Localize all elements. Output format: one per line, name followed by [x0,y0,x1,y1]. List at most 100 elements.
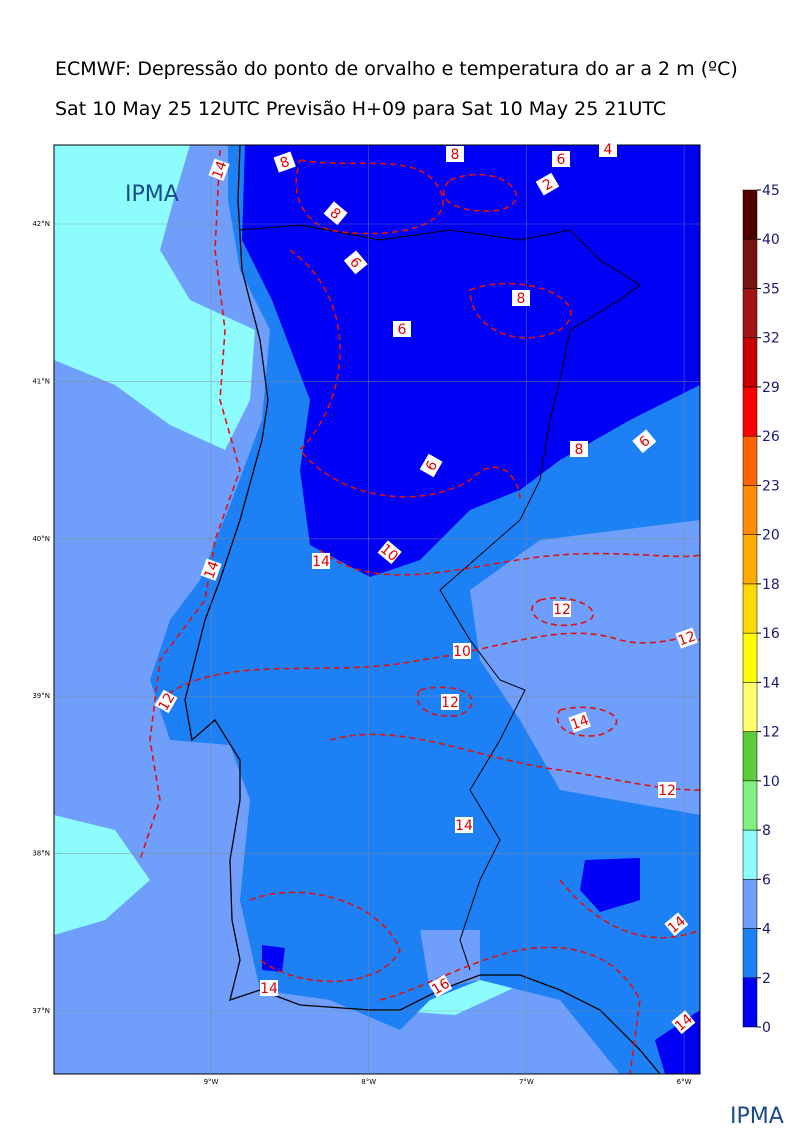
colorbar-label: 2 [762,971,771,987]
lat-label: 42°N [32,220,50,228]
colorbar-label: 10 [762,774,780,790]
colorbar-label: 32 [762,331,780,347]
colorbar-segment [742,534,758,585]
coastline [184,145,661,1074]
label-box [671,1010,696,1035]
contour-label: 8 [570,441,588,458]
colorbar-segment [742,386,758,437]
colorbar-label: 8 [762,823,771,839]
label-box [446,146,464,162]
colorbar-label: 26 [762,429,780,445]
contour-label: 4 [599,141,617,158]
lat-label: 40°N [32,535,50,543]
contour-label: 14 [312,553,330,570]
frame [53,144,701,1075]
title: ECMWF: Depressão do ponto de orvalho e t… [55,58,738,80]
contour-value: 14 [201,559,222,581]
contour-value: 6 [398,322,407,338]
label-box [323,201,348,226]
field [54,815,150,935]
subtitle: Sat 10 May 25 12UTC Previsão H+09 para S… [55,98,666,120]
label-box [512,290,530,306]
label-box [208,158,230,181]
map: IPMA [53,144,701,1075]
colorbar-segment [742,977,758,1028]
field [420,930,480,990]
lon-label: 8°W [361,1078,376,1086]
lat-label: 38°N [32,850,50,858]
colorbar-label: 6 [762,872,771,888]
colorbar-segment [742,485,758,535]
colorbar-segment [742,288,758,338]
contour-label: 12 [154,689,179,714]
label-box [377,540,402,565]
contour-label: 12 [441,694,459,711]
colorbar-segment [742,632,758,683]
label-box [428,974,453,998]
label-box [419,453,443,478]
label-box [455,817,473,833]
lon-label: 9°W [204,1078,219,1086]
label-box [273,151,296,173]
colorbar-segment [742,238,758,289]
lon-label: 6°W [677,1078,692,1086]
colorbar-label: 4 [762,922,771,938]
contour-value: 8 [517,291,526,307]
colorbar-segment [742,337,758,388]
contour-label: 6 [419,453,443,478]
contour-value: 8 [451,147,460,163]
contour-value: 16 [429,976,453,999]
lat-label: 39°N [32,692,50,700]
contour-label: 6 [552,151,570,168]
colorbar-label: 35 [762,281,780,297]
colorbar-label: 23 [762,478,780,494]
label-box [312,553,330,569]
contour-value: 12 [156,690,179,713]
colorbar-label: 16 [762,626,780,642]
contour-value: 14 [209,159,230,181]
contour-label: 12 [553,601,571,618]
label-box [343,250,368,275]
contour-label: 8 [323,201,348,226]
label-box [664,912,689,937]
colorbar-segment [742,731,758,782]
colorbar-label: 29 [762,380,780,396]
colorbar-label: 20 [762,528,780,544]
contour-label: 14 [260,980,278,997]
contour-label: 16 [428,974,453,999]
border [239,224,641,971]
contour-value: 12 [441,695,459,711]
contour-value: 14 [260,981,278,997]
colorbar-label: 0 [762,1020,771,1036]
colorbar-segment [742,189,758,240]
contour-label: 12 [658,782,676,799]
colorbar-segment [742,879,758,929]
contour-value: 14 [312,554,330,570]
contour-label: 8 [512,290,530,307]
contour-value: 12 [676,628,698,649]
label-box [632,429,657,454]
colorbar-label: 18 [762,577,780,593]
field [262,945,285,972]
field [54,145,255,450]
colorbar-label: 45 [762,183,780,199]
colorbar-segment [742,829,758,880]
contour-label: 14 [200,558,223,581]
contour-value: 10 [453,644,471,660]
contour-value: 8 [575,442,584,458]
contour-label: 6 [343,250,368,275]
label-box [535,172,560,196]
lon-label: 7°W [519,1078,534,1086]
label-box [658,782,676,798]
contour-label: 14 [568,711,591,734]
label-box [260,980,278,996]
colorbar-segment [742,435,758,486]
contour-value: 14 [569,712,591,733]
contour-label: 10 [453,643,471,660]
colorbar-label: 12 [762,725,780,741]
contour-label: 12 [675,627,698,650]
colorbar-segment [742,682,758,732]
contour-label: 6 [393,321,411,338]
label-box [568,711,591,733]
